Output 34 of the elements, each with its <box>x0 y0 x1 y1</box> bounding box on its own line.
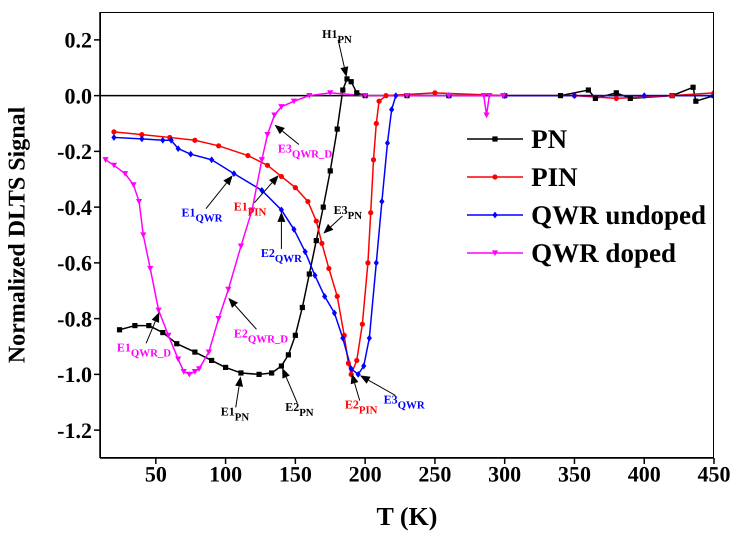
annotation: E3$_{QWR}$ <box>384 392 425 412</box>
annotation: E1$_{QWR}$ <box>181 205 223 226</box>
annotation: E2$_{PN}$ <box>285 400 314 420</box>
legend-label: QWR undoped <box>531 199 706 232</box>
y-tick-label: -0.8 <box>57 306 92 332</box>
annotation: E3$_{PN}$ <box>334 202 362 222</box>
y-tick-label: -0.6 <box>57 250 92 276</box>
x-tick-label: 150 <box>278 462 312 487</box>
x-tick-label: 400 <box>628 462 661 487</box>
annotation: E1$_{PN}$ <box>220 404 250 424</box>
y-tick-label: -1.2 <box>57 418 92 443</box>
annotation: H1$_{PN}$ <box>322 26 352 46</box>
legend-label: PN <box>531 123 568 156</box>
annotation: E3$_{QWR_D}$ <box>278 141 332 161</box>
legend-label: QWR doped <box>531 237 676 270</box>
y-tick-label: 0.0 <box>64 83 92 108</box>
y-tick-label: -1.0 <box>57 362 92 388</box>
y-tick-label: -0.4 <box>57 194 92 220</box>
x-tick-label: 100 <box>209 462 242 487</box>
legend-label: PIN <box>531 161 578 194</box>
x-tick-label: 350 <box>558 462 591 487</box>
x-tick-label: 200 <box>348 462 382 487</box>
x-axis-title: T (K) <box>376 502 438 531</box>
x-tick-label: 450 <box>698 462 730 487</box>
annotation: E2$_{QWR}$ <box>260 246 302 266</box>
x-tick-label: 300 <box>488 462 522 487</box>
annotation: E2$_{PIN}$ <box>344 397 378 418</box>
annotation: E2$_{QWR_D}$ <box>234 326 288 346</box>
x-tick-label: 50 <box>144 462 167 487</box>
y-axis-title: Normalized DLTS Signal <box>4 106 31 364</box>
y-tick-label: -0.2 <box>57 139 92 164</box>
x-tick-label: 250 <box>418 462 452 487</box>
annotation: E1$_{QWR_D}$ <box>116 340 172 360</box>
y-tick-label: 0.2 <box>64 28 92 53</box>
